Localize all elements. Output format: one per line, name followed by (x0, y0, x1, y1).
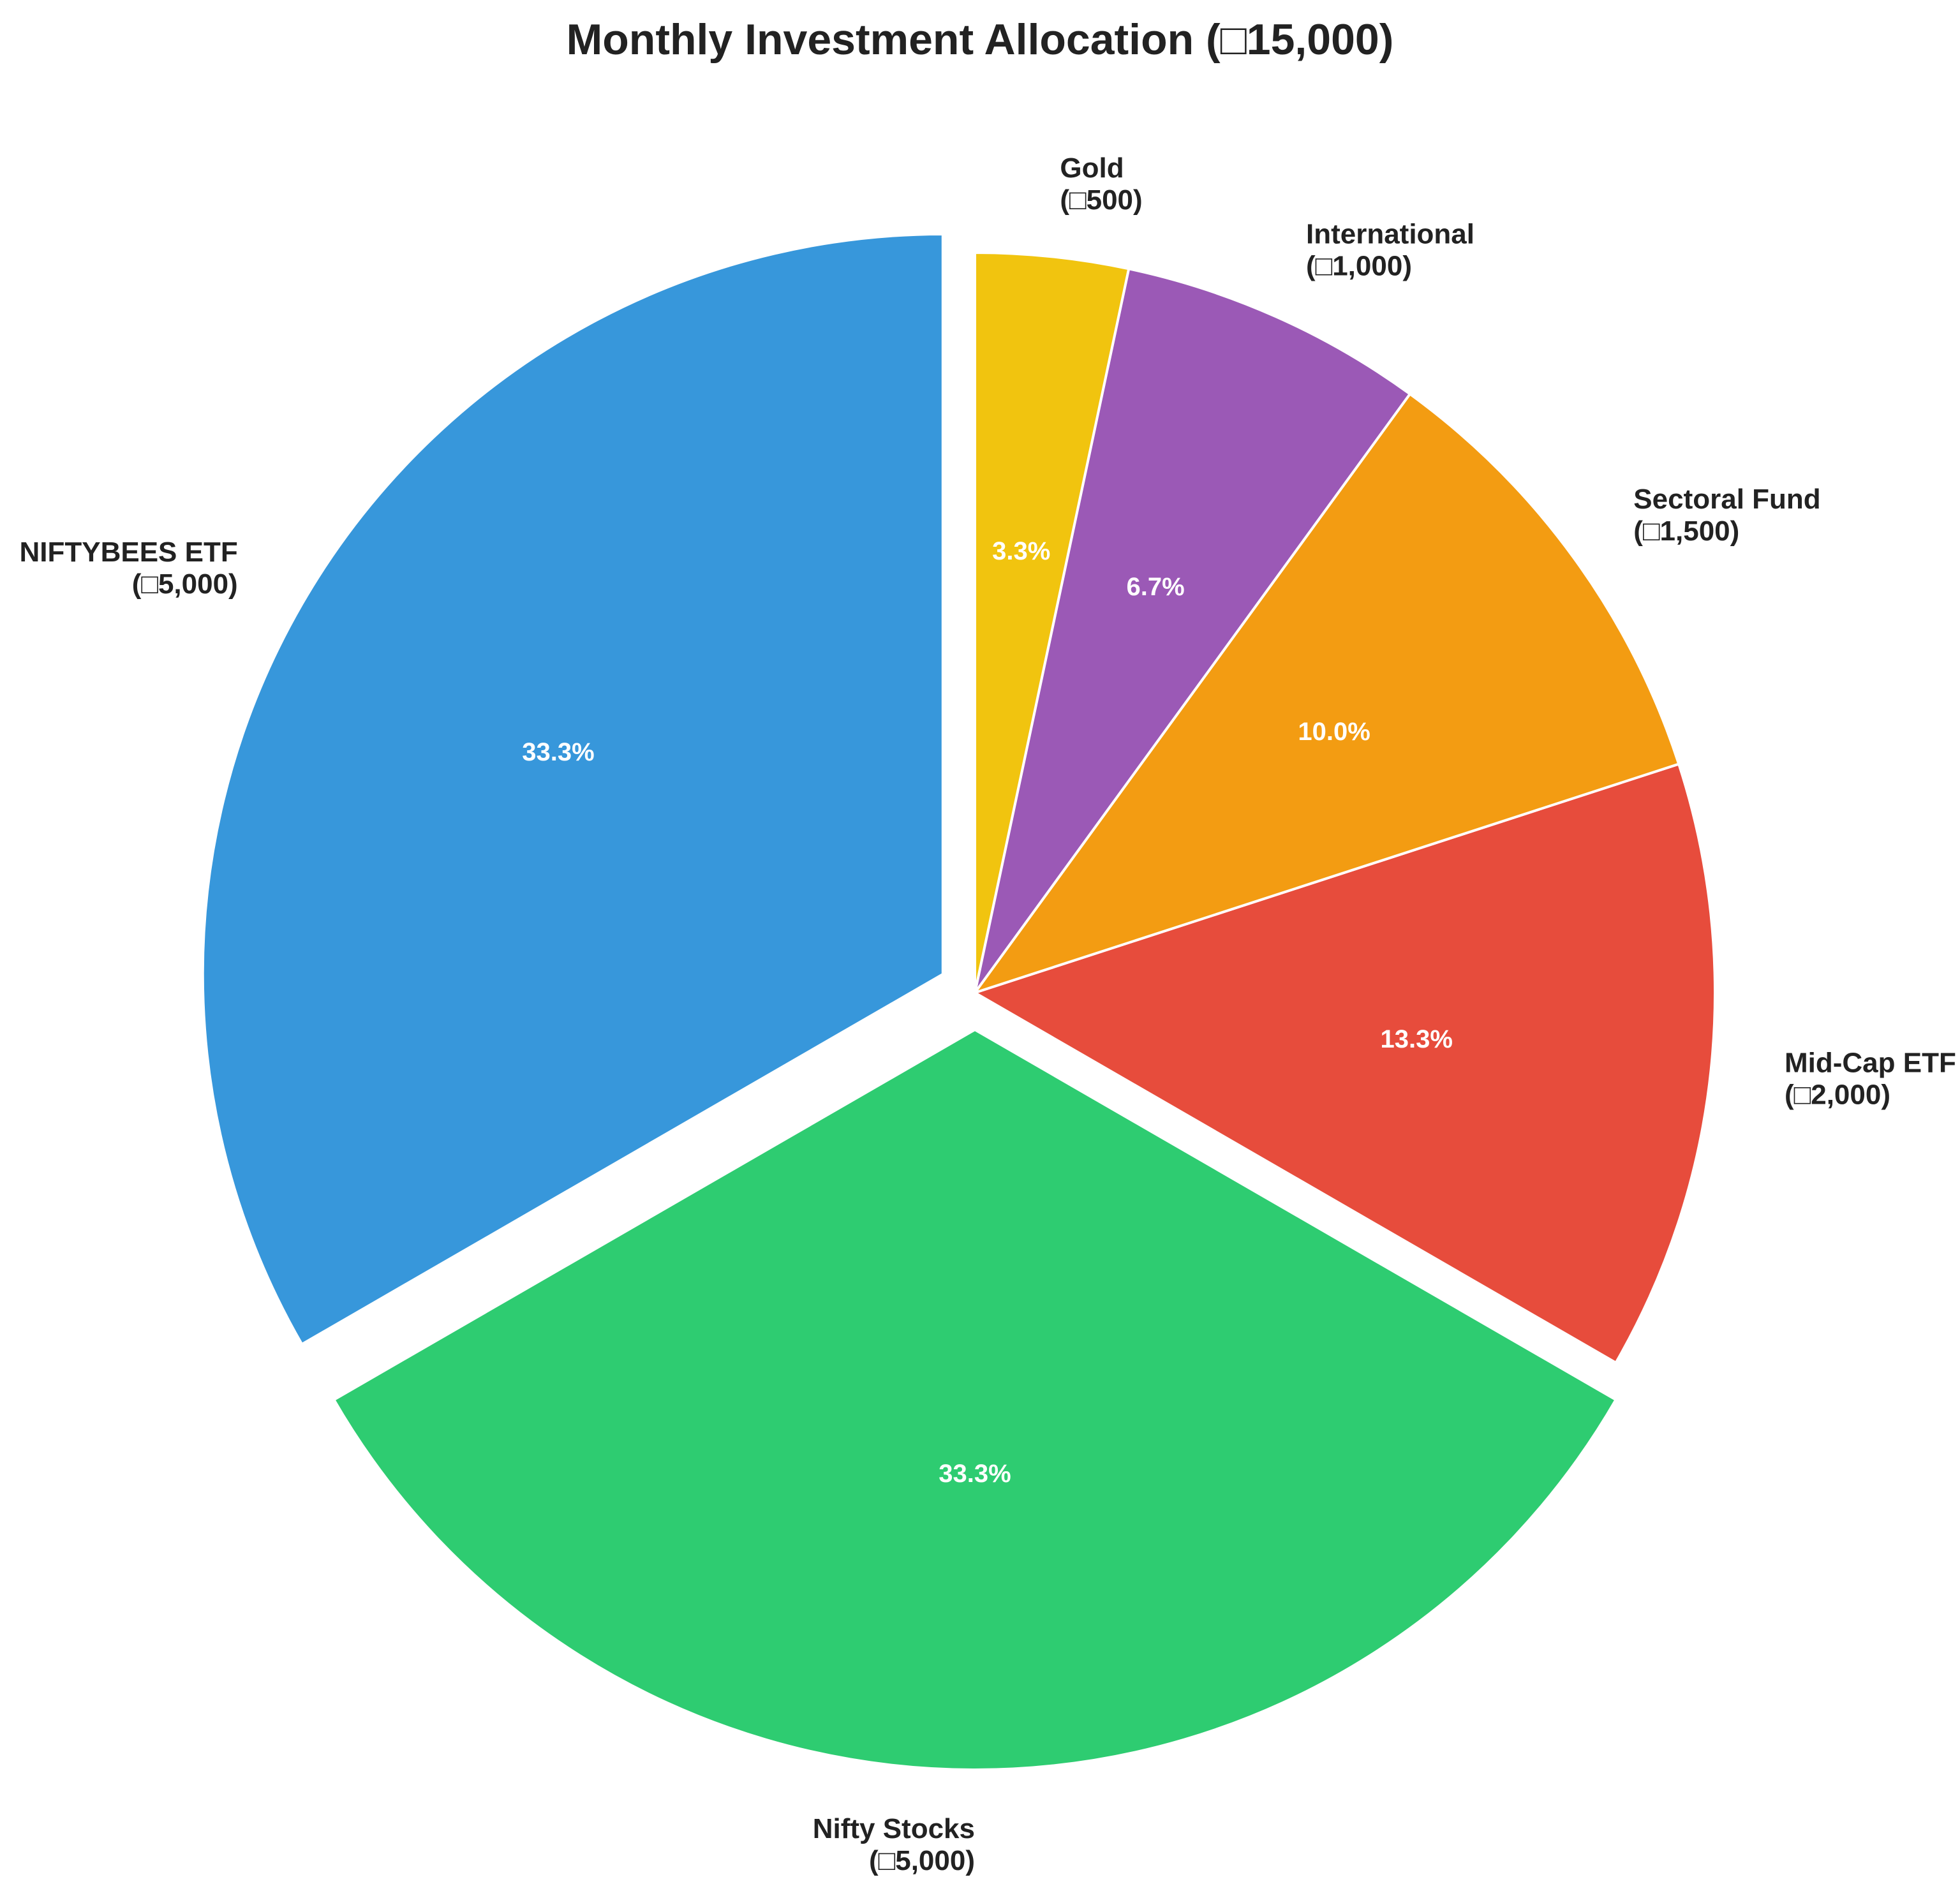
category-label: International (□1,000) (1306, 218, 1474, 281)
category-label: Gold (□500) (1060, 152, 1142, 216)
category-label: Nifty Stocks (□5,000) (813, 1813, 975, 1876)
pie-slice-nifty-stocks (332, 1028, 1617, 1771)
chart-title: Monthly Investment Allocation (□15,000) (567, 15, 1394, 64)
percent-label: 33.3% (939, 1460, 1011, 1488)
category-label: Mid-Cap ETF (□2,000) (1785, 1047, 1956, 1110)
category-label: NIFTYBEES ETF (□5,000) (19, 537, 237, 600)
percent-label: 3.3% (992, 537, 1050, 565)
percent-label: 33.3% (522, 738, 594, 766)
category-labels-layer: NIFTYBEES ETF (□5,000) Nifty Stocks (□5,000… (19, 152, 1956, 1876)
pie-slice-mid-cap-etf (974, 762, 1716, 1364)
pie-slice-niftybees-etf (201, 233, 944, 1346)
percent-label: 13.3% (1380, 1025, 1452, 1053)
percent-labels-layer: 33.3% 33.3% 13.3% 10.0% 6.7% 3.3% (522, 537, 1453, 1488)
percent-label: 10.0% (1298, 718, 1370, 746)
slices-layer (201, 233, 1716, 1771)
pie-slice-gold (974, 251, 1131, 994)
pie-slice-international (974, 267, 1411, 994)
percent-label: 6.7% (1127, 573, 1185, 601)
pie-slice-sectoral-fund (974, 392, 1681, 994)
category-label: Sectoral Fund (□1,500) (1633, 484, 1820, 547)
